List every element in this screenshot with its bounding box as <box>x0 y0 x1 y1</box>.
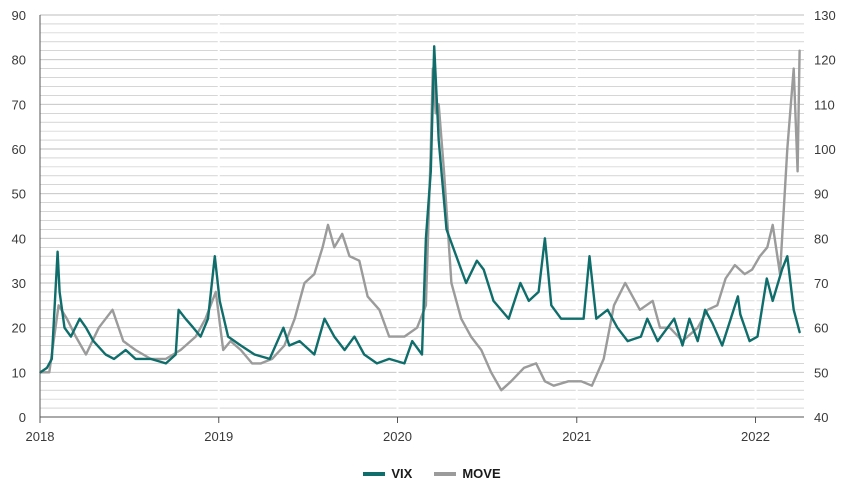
legend-item-move: MOVE <box>434 466 501 481</box>
line-chart: 0 10 20 30 40 50 60 70 80 90 40 50 60 70 80 90 100 110 120… <box>12 8 836 444</box>
y-left-tick-label: 60 <box>12 142 26 157</box>
y-right-tick-label: 50 <box>814 365 828 380</box>
year-separators <box>217 15 757 417</box>
y-right-tick-label: 40 <box>814 410 828 425</box>
y-right-tick-label: 130 <box>814 8 836 23</box>
y-right-tick-label: 70 <box>814 276 828 291</box>
grid-lines <box>40 14 804 418</box>
y-right-tick-label: 110 <box>814 97 835 112</box>
y-left-tick-label: 30 <box>12 276 26 291</box>
x-tick-label: 2022 <box>741 429 770 444</box>
legend-swatch-move <box>434 471 457 476</box>
y-right-tick-label: 60 <box>814 321 828 336</box>
y-right-tick-label: 120 <box>814 53 836 68</box>
y-left-tick-label: 50 <box>12 187 26 202</box>
y-left-tick-label: 70 <box>12 97 26 112</box>
y-left-tick-label: 80 <box>12 53 26 68</box>
y-left-tick-label: 90 <box>12 8 26 23</box>
axes <box>39 15 804 423</box>
y-left-tick-label: 0 <box>19 410 26 425</box>
legend-item-vix: VIX <box>363 466 412 481</box>
y-left-tick-label: 10 <box>12 365 26 380</box>
tick-labels: 0 10 20 30 40 50 60 70 80 90 40 50 60 70 80 90 100 110 120… <box>12 8 836 444</box>
y-right-tick-label: 90 <box>814 187 828 202</box>
legend-label-vix: VIX <box>391 466 413 481</box>
x-tick-label: 2021 <box>562 429 591 444</box>
legend: VIX MOVE <box>0 466 864 481</box>
y-left-tick-label: 20 <box>12 321 26 336</box>
legend-swatch-vix <box>363 471 386 476</box>
y-right-tick-label: 80 <box>814 231 828 246</box>
series-line-vix <box>39 45 801 374</box>
y-right-tick-label: 100 <box>814 142 836 157</box>
x-tick-label: 2020 <box>383 429 412 444</box>
legend-label-move: MOVE <box>462 466 501 481</box>
x-tick-label: 2018 <box>26 429 55 444</box>
x-tick-label: 2019 <box>204 429 233 444</box>
series-vix <box>39 45 801 374</box>
y-left-tick-label: 40 <box>12 231 26 246</box>
